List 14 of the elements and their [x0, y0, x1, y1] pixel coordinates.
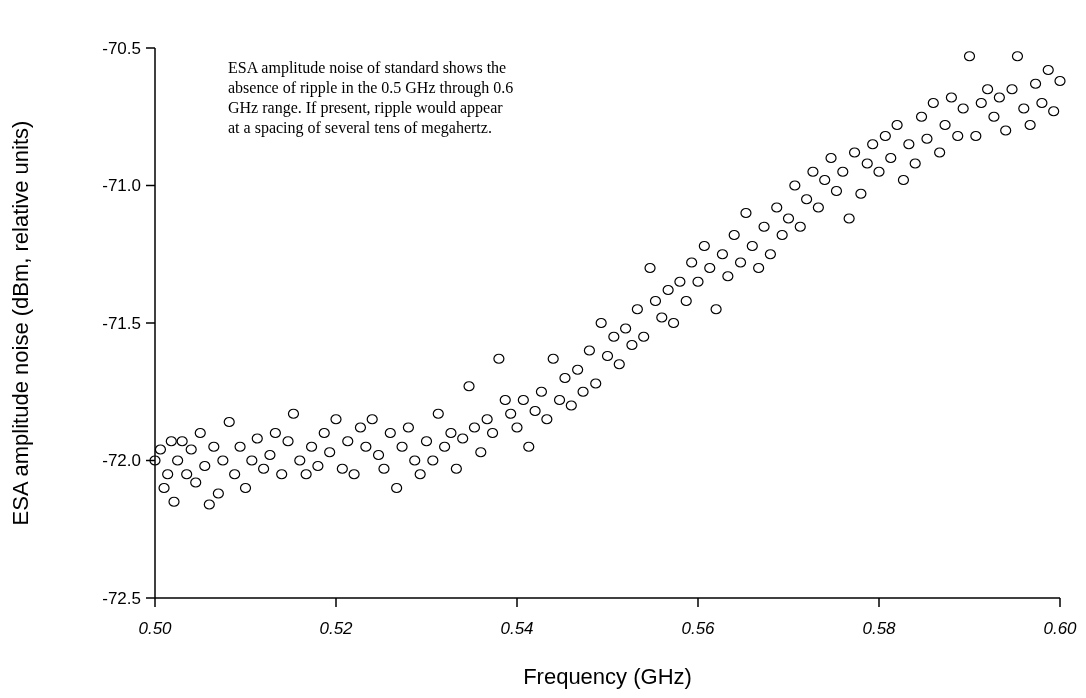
y-tick-label: -71.5 [102, 313, 141, 333]
x-tick-label: 0.52 [319, 619, 354, 638]
x-tick-label: 0.58 [862, 619, 897, 638]
y-tick-label: -72.5 [102, 588, 141, 608]
annotation: ESA amplitude noise of standard shows the absence of ripple in the 0.5 GHz through 0.6 GHz range. If present, ripple would appear at a spacing of several tens of megahertz. [228, 59, 514, 137]
x-axis-title: Frequency (GHz) [523, 664, 692, 689]
y-tick-label: -70.5 [102, 38, 141, 58]
y-tick-label: -72.0 [102, 451, 141, 471]
y-tick-label: -71.0 [102, 176, 141, 196]
x-tick-label: 0.60 [1043, 619, 1078, 638]
x-tick-label: 0.56 [681, 619, 716, 638]
x-tick-label: 0.50 [138, 619, 173, 638]
x-tick-label: 0.54 [500, 619, 534, 638]
y-axis-title: ESA amplitude noise (dBm, relative units) [8, 120, 33, 526]
